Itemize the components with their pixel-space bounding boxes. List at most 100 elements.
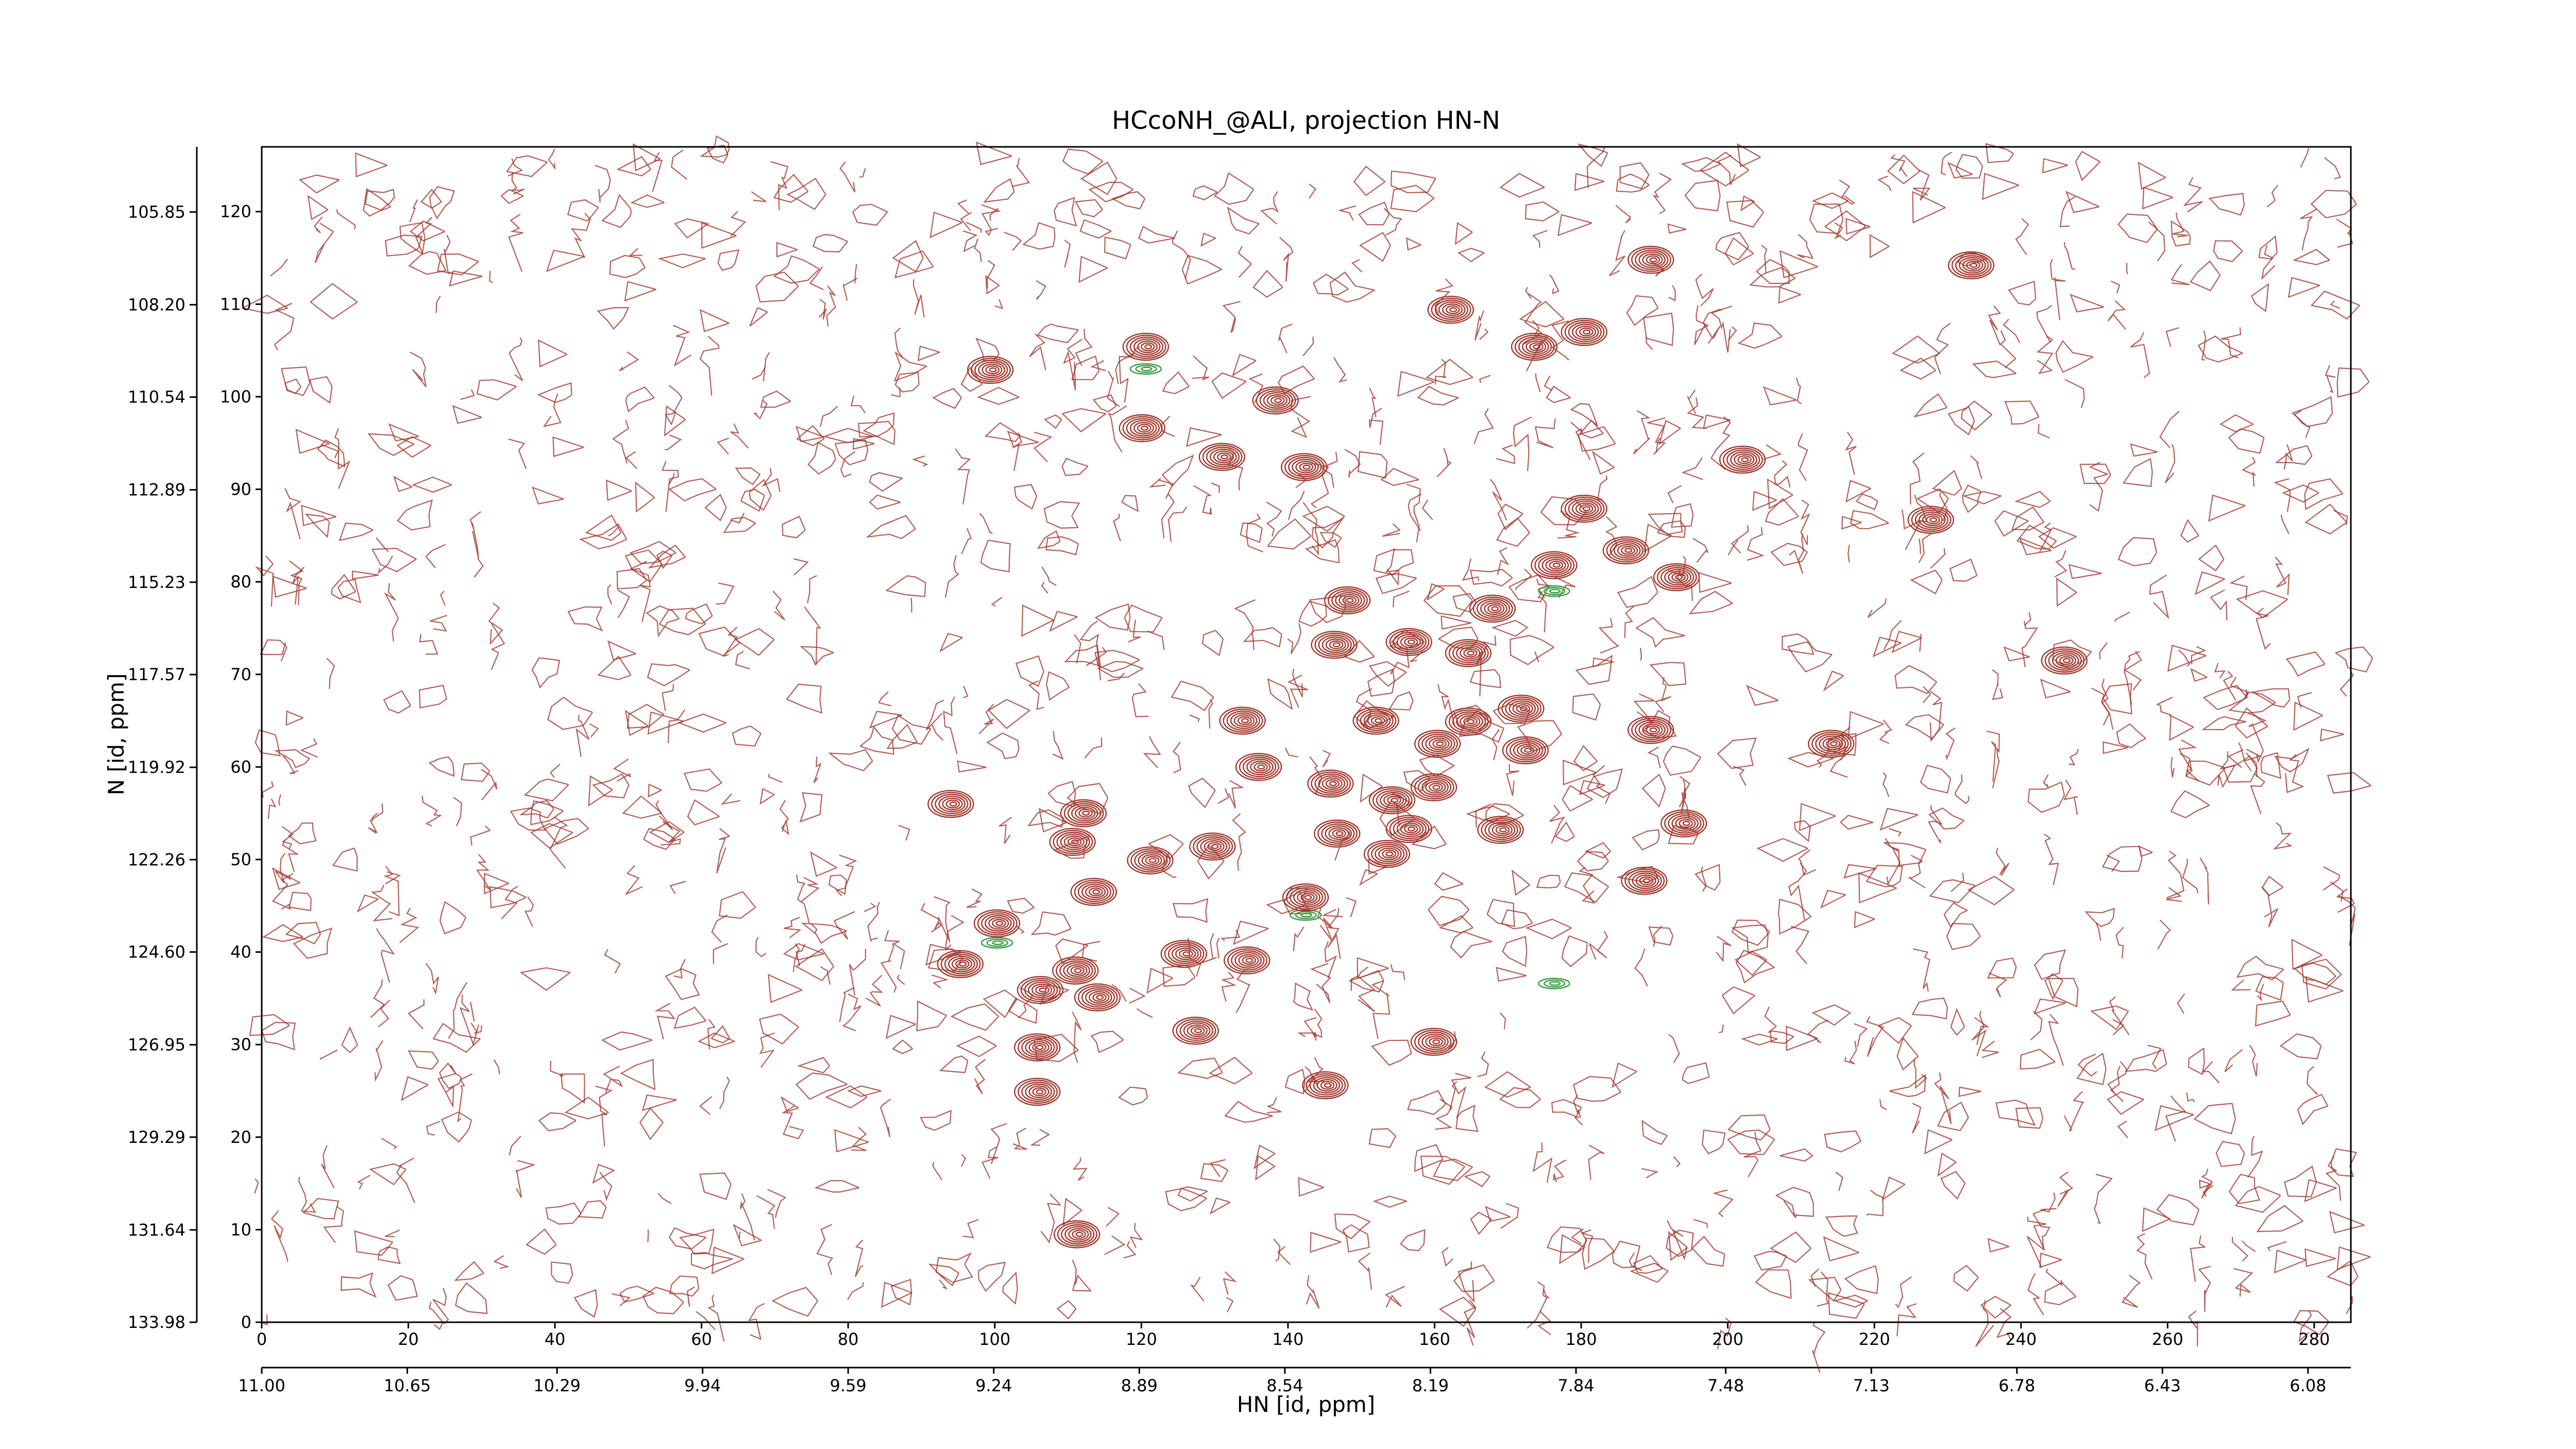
noise-contour — [685, 603, 713, 625]
peak-contour — [1025, 1039, 1053, 1056]
noise-contour — [643, 828, 676, 850]
noise-contour — [1129, 987, 1146, 1004]
noise-contour — [1687, 397, 1707, 429]
peak-contour — [1531, 551, 1578, 580]
noise-contour — [1390, 964, 1405, 981]
noise-contour — [599, 1171, 613, 1201]
noise-contour — [1611, 1062, 1637, 1088]
noise-contour — [612, 419, 630, 464]
noise-contour — [1681, 157, 1721, 172]
noise-contour — [2215, 1141, 2245, 1167]
noise-contour — [2190, 1235, 2206, 1282]
noise-contour — [664, 405, 686, 437]
noise-contour — [667, 709, 686, 743]
noise-contour — [2190, 668, 2208, 682]
peak-contour — [1472, 596, 1513, 621]
y-tick-label: 100 — [220, 387, 251, 407]
noise-contour — [2167, 645, 2207, 672]
noise-contour — [629, 248, 642, 256]
noise-contour — [420, 189, 442, 209]
peak-contour — [1292, 459, 1319, 476]
noise-contour — [2165, 327, 2179, 347]
noise-contour — [1572, 1075, 1621, 1102]
peak-contour — [1075, 1232, 1083, 1237]
noise-contour — [1524, 287, 1532, 299]
noise-contour — [1887, 154, 1921, 184]
noise-contour — [1092, 394, 1117, 413]
noise-contour — [782, 515, 806, 538]
noise-contour — [1737, 322, 1783, 349]
y-tick-label: 80 — [230, 572, 251, 592]
noise-contour — [1835, 1171, 1843, 1191]
noise-contour — [2273, 822, 2293, 850]
noise-contour — [1586, 768, 1623, 798]
noise-contour — [293, 928, 333, 959]
peak-contour — [942, 797, 963, 811]
peak-contour — [1635, 874, 1656, 887]
noise-contour — [669, 881, 686, 895]
noise-contour — [1011, 158, 1030, 188]
peak-contour — [981, 913, 1015, 934]
noise-contour — [2099, 642, 2108, 660]
noise-contour — [1450, 931, 1493, 959]
noise-contour — [285, 922, 321, 945]
noise-contour — [508, 213, 523, 272]
peak-contour — [1460, 647, 1481, 660]
peak-contour — [1518, 336, 1552, 357]
noise-contour — [2208, 494, 2246, 522]
peak-contour — [1476, 598, 1511, 619]
noise-contour — [524, 896, 534, 927]
noise-contour — [1727, 540, 1739, 555]
noise-contour — [274, 302, 295, 350]
noise-contour — [2048, 1014, 2064, 1066]
noise-contour — [2274, 1250, 2307, 1274]
noise-contour — [2336, 367, 2370, 398]
noise-contour — [1908, 854, 1926, 888]
x2-tick-label: 8.89 — [1121, 1376, 1158, 1395]
noise-contour — [2234, 1186, 2281, 1213]
noise-contour — [625, 386, 655, 413]
peak-contour — [1238, 954, 1259, 967]
y-tick-label: 70 — [230, 665, 251, 684]
peak-contour — [1081, 883, 1109, 900]
noise-contour — [1668, 285, 1676, 301]
peak-contour — [1403, 824, 1418, 834]
noise-contour — [461, 762, 490, 782]
noise-contour — [573, 1289, 598, 1318]
noise-contour — [440, 1111, 472, 1143]
peak-contour — [1182, 951, 1191, 957]
x-tick-label: 100 — [979, 1329, 1010, 1349]
noise-contour — [579, 523, 628, 550]
noise-contour — [961, 1154, 967, 1167]
noise-contour — [1789, 533, 1804, 574]
noise-contour — [869, 711, 903, 729]
noise-contour — [633, 143, 661, 172]
noise-contour — [2111, 280, 2121, 294]
noise-contour — [885, 1015, 916, 1039]
noise-contour — [1221, 971, 1236, 1002]
noise-contour — [1537, 591, 1547, 633]
peak-contour — [1211, 844, 1219, 849]
peak-contour — [1649, 257, 1657, 263]
noise-contour — [1227, 206, 1260, 235]
noise-contour — [1890, 154, 1908, 177]
noise-contour — [508, 438, 527, 469]
noise-contour — [304, 513, 330, 538]
peak-contour — [1133, 422, 1155, 435]
noise-contour — [690, 1252, 733, 1270]
noise-contour — [662, 461, 679, 512]
noise-contour — [1934, 1072, 1952, 1124]
peak-contour — [1682, 821, 1690, 826]
noise-contour — [1040, 1193, 1061, 1244]
noise-contour — [1453, 1264, 1495, 1292]
y2-tick-label: 119.92 — [128, 757, 185, 777]
noise-contour — [412, 476, 452, 493]
peak-contour — [1070, 878, 1117, 906]
noise-contour — [547, 696, 593, 730]
noise-contour — [1953, 1265, 1979, 1292]
noise-contour — [1079, 620, 1101, 681]
peak-contour — [1092, 992, 1107, 1002]
x2-tick-label: 9.24 — [975, 1376, 1012, 1395]
noise-contour — [2075, 150, 2101, 181]
peak-contour — [1628, 870, 1662, 891]
